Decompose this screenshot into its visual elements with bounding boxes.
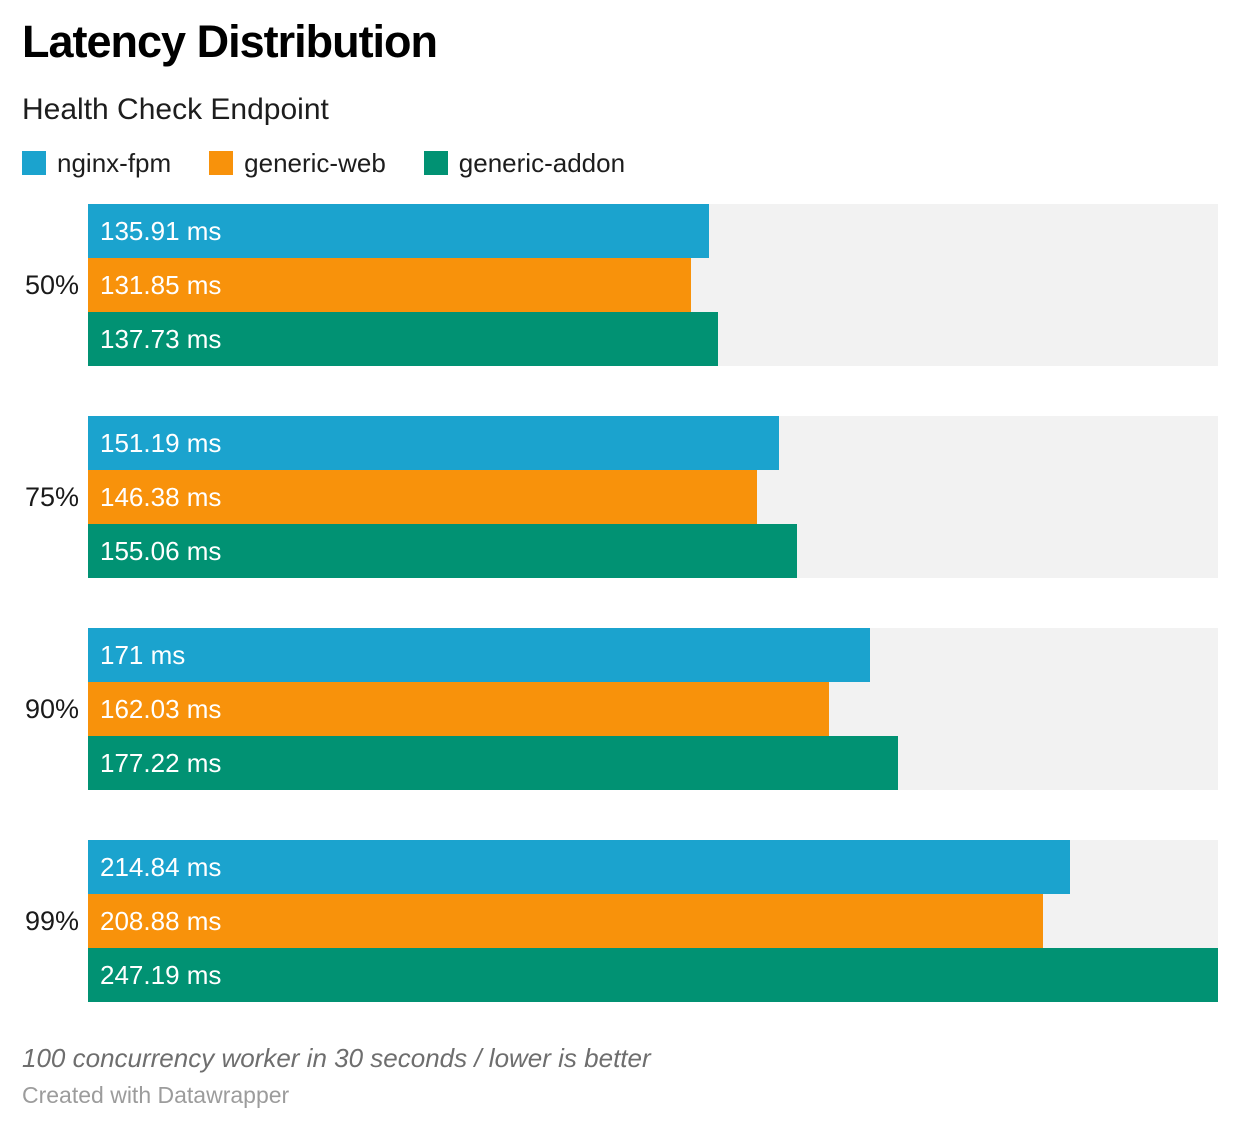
legend-label: generic-web [244,148,386,178]
bar-row: 247.19 ms [88,948,1218,1002]
bar-nginx-fpm-90%: 171 ms [88,628,870,682]
bar-generic-web-99%: 208.88 ms [88,894,1043,948]
chart-subtitle: Health Check Endpoint [22,93,329,126]
bar-track: 214.84 ms 208.88 ms 247.19 ms [88,840,1218,1002]
bar-value-label: 247.19 ms [100,959,222,990]
legend-swatch-icon [423,151,448,175]
bar-generic-web-90%: 162.03 ms [88,682,829,736]
percentile-group-75%: 75% 151.19 ms 146.38 ms 155.06 ms [22,416,1218,578]
bar-row: 208.88 ms [88,894,1218,948]
bar-generic-addon-75%: 155.06 ms [88,524,797,578]
bar-value-label: 155.06 ms [100,535,222,566]
bar-value-label: 208.88 ms [100,905,222,936]
percentile-group-90%: 90% 171 ms 162.03 ms 177.22 ms [22,628,1218,790]
bar-nginx-fpm-75%: 151.19 ms [88,416,780,470]
bar-row: 151.19 ms [88,416,1218,470]
bar-row: 171 ms [88,628,1218,682]
bar-value-label: 137.73 ms [100,323,222,354]
category-label: 50% [25,269,80,300]
legend-label: generic-addon [458,148,626,178]
chart-title: Latency Distribution [22,16,438,67]
bar-nginx-fpm-50%: 135.91 ms [88,204,710,258]
bar-value-label: 177.22 ms [100,747,222,778]
legend-item-generic-web: generic-web [209,150,386,176]
bar-generic-addon-90%: 177.22 ms [88,736,899,790]
bar-value-label: 131.85 ms [100,269,222,300]
bar-value-label: 135.91 ms [100,215,222,246]
bar-generic-addon-99%: 247.19 ms [88,948,1218,1002]
percentile-group-50%: 50% 135.91 ms 131.85 ms 137.73 ms [22,204,1218,366]
bar-row: 214.84 ms [88,840,1218,894]
legend-item-nginx-fpm: nginx-fpm [22,150,171,176]
bar-nginx-fpm-99%: 214.84 ms [88,840,1071,894]
bar-value-label: 171 ms [100,639,186,670]
legend-item-generic-addon: generic-addon [423,148,626,178]
bar-generic-web-50%: 131.85 ms [88,258,691,312]
bar-track: 151.19 ms 146.38 ms 155.06 ms [88,416,1218,578]
bar-track: 135.91 ms 131.85 ms 137.73 ms [88,204,1218,366]
category-label: 90% [25,693,80,724]
bar-row: 146.38 ms [88,470,1218,524]
attribution-line: Created with Datawrapper [22,1082,1218,1108]
bar-chart: 50% 135.91 ms 131.85 ms 137.73 ms 75% 151.19 … [22,204,1218,1002]
bar-row: 137.73 ms [88,312,1218,366]
percentile-group-99%: 99% 214.84 ms 208.88 ms 247.19 ms [22,840,1218,1002]
legend-label: nginx-fpm [57,148,172,178]
bar-generic-web-75%: 146.38 ms [88,470,758,524]
bar-value-label: 151.19 ms [100,427,222,458]
bar-row: 177.22 ms [88,736,1218,790]
bar-row: 162.03 ms [88,682,1218,736]
legend-swatch-icon [22,151,46,175]
category-label: 99% [25,905,80,936]
bar-row: 135.91 ms [88,204,1218,258]
footer-note: 100 concurrency worker in 30 seconds / l… [22,1043,651,1073]
category-label: 75% [25,481,80,512]
datawrapper-attribution-link[interactable]: Created with Datawrapper [22,1082,290,1108]
bar-row: 131.85 ms [88,258,1218,312]
bar-generic-addon-50%: 137.73 ms [88,312,718,366]
bar-track: 171 ms 162.03 ms 177.22 ms [88,628,1218,790]
bar-value-label: 214.84 ms [100,851,222,882]
legend-swatch-icon [209,151,234,175]
bar-row: 155.06 ms [88,524,1218,578]
bar-value-label: 146.38 ms [100,481,222,512]
bar-value-label: 162.03 ms [100,693,222,724]
legend: nginx-fpm generic-web generic-addon [22,150,1218,176]
